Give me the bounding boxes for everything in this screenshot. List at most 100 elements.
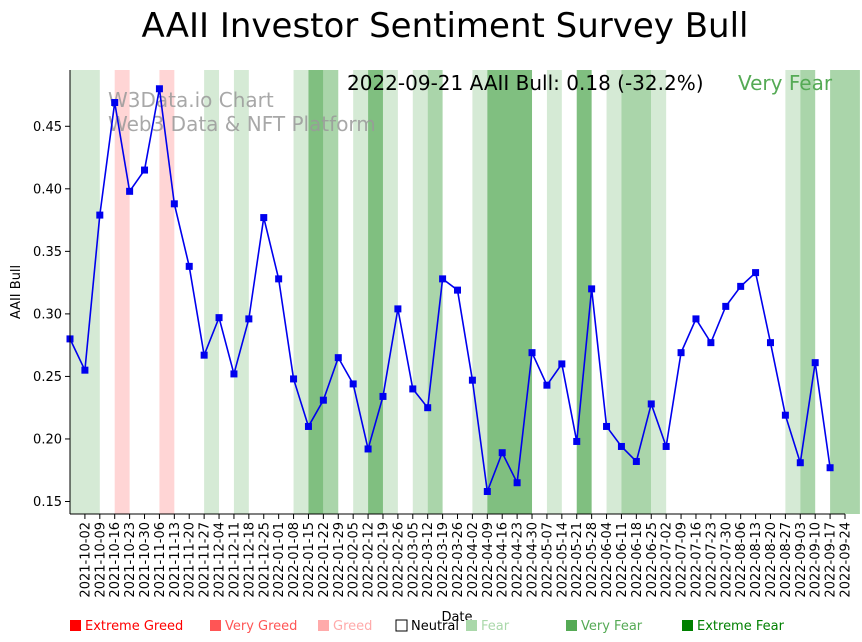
data-point-2021-10-16 xyxy=(111,99,119,107)
x-tick-label: 2022-01-08 xyxy=(287,522,302,598)
y-axis-label: AAII Bull xyxy=(9,265,24,319)
x-tick-label: 2022-06-04 xyxy=(600,522,615,598)
data-point-2022-01-08 xyxy=(290,375,298,383)
data-point-2022-06-18 xyxy=(632,457,640,465)
data-point-2022-02-05 xyxy=(349,380,357,388)
data-point-2022-01-15 xyxy=(304,422,312,430)
x-tick-label: 2022-08-06 xyxy=(734,522,749,598)
x-tick-label: 2021-11-20 xyxy=(183,522,198,598)
band-fear-0 xyxy=(70,70,100,514)
band-very-fear-21 xyxy=(800,70,816,514)
x-tick-label: 2022-07-23 xyxy=(704,522,719,598)
legend-label: Greed xyxy=(333,619,372,634)
y-tick-label: 0.15 xyxy=(33,495,62,510)
legend-label: Neutral xyxy=(411,619,459,634)
x-tick-label: 2022-08-20 xyxy=(764,522,779,598)
x-tick-label: 2022-02-19 xyxy=(376,522,391,598)
band-extreme-fear-9 xyxy=(368,70,383,514)
chart-title: AAII Investor Sentiment Survey Bull xyxy=(142,6,749,46)
data-point-2022-08-06 xyxy=(737,282,745,290)
band-greed-1 xyxy=(114,70,130,514)
data-point-2022-05-14 xyxy=(558,360,566,368)
x-tick-label: 2021-11-27 xyxy=(198,522,213,598)
data-point-2022-07-23 xyxy=(707,339,715,347)
x-tick-label: 2022-04-23 xyxy=(511,522,526,598)
data-point-2021-11-20 xyxy=(185,262,193,270)
x-tick-label: 2022-07-16 xyxy=(689,522,704,598)
x-tick-label: 2022-04-16 xyxy=(496,522,511,598)
data-point-2022-04-02 xyxy=(468,376,476,384)
legend-swatch xyxy=(682,620,693,631)
x-tick-label: 2022-01-15 xyxy=(302,522,317,598)
x-tick-label: 2022-02-12 xyxy=(362,522,377,598)
x-tick-label: 2021-10-09 xyxy=(93,522,108,598)
band-fear-20 xyxy=(785,70,801,514)
data-point-2021-10-30 xyxy=(141,166,149,174)
data-point-2022-03-26 xyxy=(454,286,461,294)
data-point-2022-05-21 xyxy=(573,437,581,445)
x-tick-label: 2022-07-09 xyxy=(675,522,690,598)
data-point-2022-04-09 xyxy=(483,487,491,495)
data-point-2022-08-27 xyxy=(781,411,789,419)
x-tick-label: 2022-07-02 xyxy=(660,522,675,598)
data-point-2021-10-02 xyxy=(81,366,89,374)
sentiment-status: Very Fear xyxy=(738,71,833,95)
legend-item-extreme-greed: Extreme Greed xyxy=(70,619,183,634)
x-tick-label: 2022-08-27 xyxy=(779,522,794,598)
x-tick-label: 2022-07-30 xyxy=(719,522,734,598)
data-point-2022-03-12 xyxy=(424,404,432,412)
data-point-2022-07-16 xyxy=(692,315,700,323)
x-tick-label: 2022-03-19 xyxy=(436,522,451,598)
data-point-2021-12-04 xyxy=(215,314,223,322)
band-greed-2 xyxy=(159,70,175,514)
x-tick-label: 2022-09-24 xyxy=(839,522,854,598)
x-tick-label: 2021-11-13 xyxy=(168,522,183,598)
x-tick-label: 2022-03-05 xyxy=(406,522,421,598)
band-fear-15 xyxy=(546,70,562,514)
y-tick-label: 0.45 xyxy=(33,120,62,135)
data-point-2022-04-16 xyxy=(498,449,506,457)
legend-label: Very Greed xyxy=(225,619,297,634)
data-point-2022-01-22 xyxy=(319,396,327,404)
legend-item-fear: Fear xyxy=(466,619,510,634)
data-point-2022-09-17 xyxy=(826,464,834,472)
x-tick-label: 2022-05-21 xyxy=(570,522,585,598)
x-tick-label: 2022-05-28 xyxy=(585,522,600,598)
x-tick-label: 2022-01-22 xyxy=(317,522,332,598)
legend-item-very-fear: Very Fear xyxy=(566,619,643,634)
data-point-2021-10-09 xyxy=(96,211,104,219)
watermark-line-1: W3Data.io Chart xyxy=(108,88,274,112)
x-tick-label: 2021-10-16 xyxy=(108,522,123,598)
x-axis: 2021-10-02 2021-10-09 2021-10-16 2021-10-23… xyxy=(78,514,854,598)
x-tick-label: 2022-02-26 xyxy=(391,522,406,598)
watermark-line-2: Web3 Data & NFT Platform xyxy=(108,112,376,136)
data-point-2022-05-07 xyxy=(543,381,551,389)
x-tick-label: 2021-10-23 xyxy=(123,522,138,598)
data-point-2022-06-11 xyxy=(617,442,625,450)
sentiment-bands xyxy=(70,70,860,514)
band-fear-4 xyxy=(233,70,249,514)
band-fear-5 xyxy=(293,70,309,514)
latest-value-annotation: 2022-09-21 AAII Bull: 0.18 (-32.2%) xyxy=(347,71,704,95)
data-point-2022-08-20 xyxy=(766,339,774,347)
data-point-2022-09-10 xyxy=(811,359,819,367)
y-tick-label: 0.20 xyxy=(33,432,62,447)
band-very-fear-7 xyxy=(323,70,339,514)
x-tick-label: 2022-03-26 xyxy=(451,522,466,598)
band-very-fear-18 xyxy=(621,70,652,514)
band-fear-11 xyxy=(412,70,428,514)
legend-swatch xyxy=(466,620,477,631)
data-point-2022-02-12 xyxy=(364,445,372,453)
data-point-2022-06-25 xyxy=(647,400,655,408)
legend-item-greed: Greed xyxy=(318,619,372,634)
data-point-2022-07-30 xyxy=(722,302,730,310)
legend-label: Extreme Greed xyxy=(85,619,183,634)
x-tick-label: 2022-09-10 xyxy=(809,522,824,598)
legend-swatch xyxy=(566,620,577,631)
legend-swatch xyxy=(318,620,329,631)
data-point-2021-11-13 xyxy=(170,200,178,208)
data-point-2021-12-25 xyxy=(260,214,268,222)
band-fear-13 xyxy=(472,70,488,514)
x-tick-label: 2022-09-03 xyxy=(794,522,809,598)
